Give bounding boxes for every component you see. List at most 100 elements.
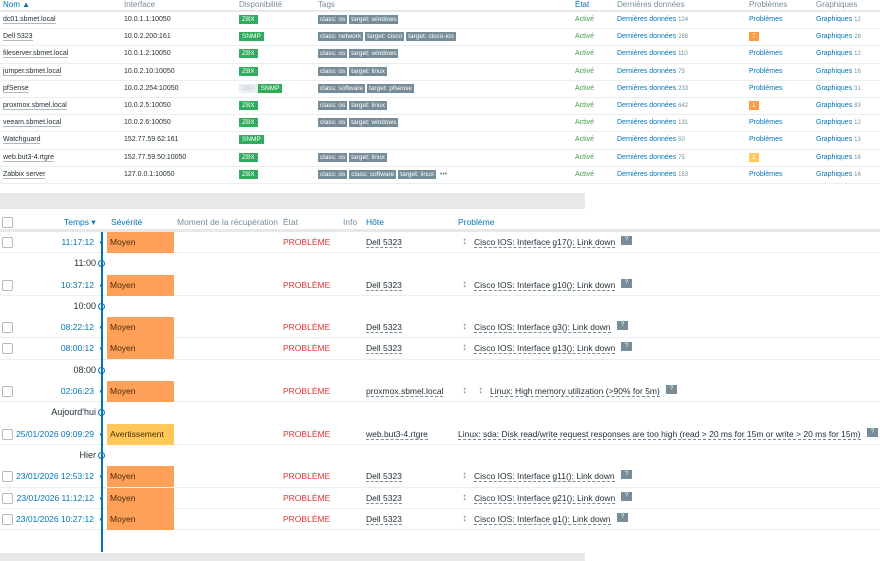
- event-time-link[interactable]: 10:37:12: [60, 279, 94, 290]
- event-host-link[interactable]: Dell 5323: [366, 322, 402, 334]
- row-checkbox[interactable]: [2, 279, 13, 291]
- graphs-link[interactable]: Graphiques: [816, 16, 853, 23]
- graphs-link[interactable]: Graphiques: [816, 50, 853, 58]
- row-checkbox[interactable]: [2, 322, 13, 334]
- comment-icon[interactable]: ?: [621, 236, 632, 245]
- event-time-link[interactable]: 23/01/2026 12:53:12: [16, 471, 94, 482]
- event-time-link[interactable]: 11:17:12: [61, 237, 94, 247]
- latest-data-link[interactable]: Dernières données: [617, 33, 677, 41]
- latest-data-link[interactable]: Dernières données: [617, 84, 677, 92]
- event-time-link[interactable]: 23/01/2026 11:12:12: [16, 492, 94, 503]
- latest-data-link[interactable]: Dernières données: [617, 170, 677, 178]
- problems-count-badge[interactable]: 7: [749, 32, 759, 42]
- graphs-link[interactable]: Graphiques: [816, 67, 853, 75]
- event-host-link[interactable]: Dell 5323: [366, 343, 402, 355]
- acknowledge-arrows-icon[interactable]: ↕: [462, 385, 467, 397]
- row-checkbox[interactable]: [2, 492, 13, 504]
- problems-link[interactable]: Problèmes: [749, 119, 783, 127]
- host-name-link[interactable]: dc01.sbmet.local: [3, 16, 56, 24]
- latest-data-link[interactable]: Dernières données: [617, 16, 677, 23]
- acknowledge-arrows-icon[interactable]: ↕: [462, 278, 467, 290]
- event-host-link[interactable]: Dell 5323: [366, 471, 402, 483]
- col-host[interactable]: Hôte: [366, 217, 384, 227]
- comment-icon[interactable]: ?: [621, 278, 632, 288]
- event-host-link[interactable]: Dell 5323: [366, 237, 402, 248]
- event-time-link[interactable]: 02:06:23: [60, 386, 94, 397]
- comment-icon[interactable]: ?: [621, 342, 632, 352]
- col-name-sort[interactable]: Nom ▲: [3, 0, 31, 9]
- problems-link[interactable]: Problèmes: [749, 84, 783, 92]
- problem-name-link[interactable]: Cisco IOS: Interface g21(): Link down: [474, 492, 616, 504]
- problems-link[interactable]: Problèmes: [749, 170, 783, 178]
- event-host-link[interactable]: Dell 5323: [366, 513, 402, 525]
- host-name-link[interactable]: Dell 5323: [3, 33, 33, 42]
- graphs-link[interactable]: Graphiques: [816, 170, 853, 178]
- more-tags-button[interactable]: •••: [439, 170, 448, 178]
- col-problem[interactable]: Problème: [458, 217, 495, 227]
- latest-data-link[interactable]: Dernières données: [617, 67, 677, 75]
- graphs-link[interactable]: Graphiques: [816, 119, 853, 127]
- comment-icon[interactable]: ?: [617, 321, 628, 331]
- row-checkbox[interactable]: [2, 343, 13, 355]
- acknowledge-arrows-icon[interactable]: ↕: [462, 512, 467, 524]
- comment-icon[interactable]: ?: [666, 385, 677, 395]
- acknowledge-arrows-icon[interactable]: ↕: [462, 321, 467, 333]
- event-time-link[interactable]: 25/01/2026 09:09:29: [16, 428, 94, 439]
- graphs-link[interactable]: Graphiques: [816, 101, 853, 109]
- latest-data-link[interactable]: Dernières données: [617, 153, 677, 161]
- problems-link[interactable]: Problèmes: [749, 16, 783, 23]
- host-name-link[interactable]: web.but3-4.rtgre: [3, 153, 54, 162]
- event-host-link[interactable]: Dell 5323: [366, 279, 402, 291]
- row-checkbox[interactable]: [2, 428, 13, 440]
- acknowledge-arrows-icon[interactable]: ↕: [462, 342, 467, 354]
- latest-data-link[interactable]: Dernières données: [617, 119, 677, 127]
- comment-icon[interactable]: ?: [621, 470, 632, 480]
- problem-name-link[interactable]: Cisco IOS: Interface g17(): Link down: [474, 237, 616, 248]
- acknowledge-arrows-icon[interactable]: ↕: [462, 470, 467, 482]
- col-status[interactable]: État: [575, 0, 590, 9]
- comment-icon[interactable]: ?: [867, 427, 878, 437]
- graphs-link[interactable]: Graphiques: [816, 84, 853, 92]
- select-all-checkbox[interactable]: [2, 217, 13, 228]
- event-host-link[interactable]: web.but3-4.rtgre: [366, 428, 428, 440]
- event-time-link[interactable]: 08:22:12: [60, 322, 94, 333]
- problems-link[interactable]: Problèmes: [749, 136, 783, 144]
- comment-icon[interactable]: ?: [617, 512, 628, 522]
- graphs-link[interactable]: Graphiques: [816, 136, 853, 144]
- latest-data-link[interactable]: Dernières données: [617, 101, 677, 109]
- host-name-link[interactable]: veeam.sbmet.local: [3, 119, 62, 128]
- event-host-link[interactable]: proxmox.sbmel.local: [366, 386, 444, 398]
- problems-link[interactable]: Problèmes: [749, 67, 783, 75]
- problems-link[interactable]: Problèmes: [749, 50, 783, 58]
- problem-name-link[interactable]: Cisco IOS: Interface g10(): Link down: [474, 279, 616, 291]
- host-name-link[interactable]: Zabbix server: [3, 170, 46, 179]
- col-severity[interactable]: Sévérité: [111, 217, 143, 227]
- acknowledge-arrows-icon[interactable]: ↕: [462, 236, 467, 247]
- horizontal-scrollbar-top[interactable]: [0, 193, 585, 209]
- event-time-link[interactable]: 23/01/2026 10:27:12: [16, 513, 94, 524]
- row-checkbox[interactable]: [2, 237, 13, 248]
- host-name-link[interactable]: fileserver.sbmet.local: [3, 50, 69, 59]
- graphs-link[interactable]: Graphiques: [816, 33, 853, 41]
- host-name-link[interactable]: pfSense: [3, 84, 29, 93]
- event-host-link[interactable]: Dell 5323: [366, 492, 402, 504]
- acknowledge-arrows-icon[interactable]: ↕: [462, 491, 467, 503]
- row-checkbox[interactable]: [2, 471, 13, 483]
- problem-name-link[interactable]: Cisco IOS: Interface g13(): Link down: [474, 343, 616, 355]
- problems-count-badge[interactable]: 1: [749, 152, 759, 162]
- host-name-link[interactable]: proxmox.sbmel.local: [3, 101, 67, 110]
- problems-count-badge[interactable]: 1: [749, 100, 759, 110]
- latest-data-link[interactable]: Dernières données: [617, 136, 677, 144]
- row-checkbox[interactable]: [2, 386, 13, 398]
- horizontal-scrollbar-bottom[interactable]: [0, 553, 585, 561]
- problem-name-link[interactable]: Linux: sda: Disk read/write request resp…: [458, 428, 861, 440]
- graphs-link[interactable]: Graphiques: [816, 153, 853, 161]
- problem-name-link[interactable]: Linux: High memory utilization (>90% for…: [490, 386, 660, 398]
- comment-icon[interactable]: ?: [621, 491, 632, 501]
- latest-data-link[interactable]: Dernières données: [617, 50, 677, 58]
- row-checkbox[interactable]: [2, 513, 13, 525]
- acknowledge-arrows-icon[interactable]: ↕: [478, 385, 483, 397]
- host-name-link[interactable]: jumper.sbmet.local: [3, 67, 62, 76]
- problem-name-link[interactable]: Cisco IOS: Interface g1(): Link down: [474, 513, 611, 525]
- problem-name-link[interactable]: Cisco IOS: Interface g11(): Link down: [474, 471, 615, 483]
